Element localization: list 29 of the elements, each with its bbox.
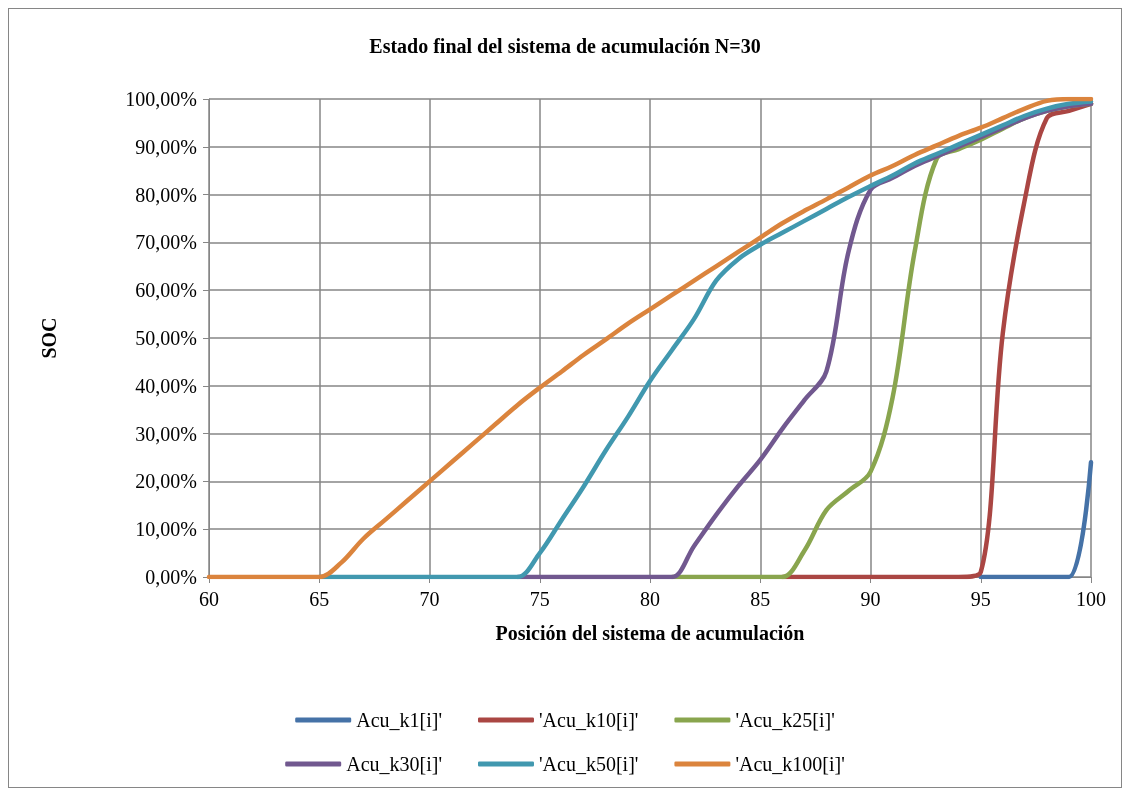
legend-label: 'Acu_k25[i]' — [735, 709, 835, 731]
x-tick-label: 85 — [750, 588, 771, 610]
y-tick-label: 20,00% — [135, 470, 197, 493]
y-tick-label: 0,00% — [145, 566, 197, 588]
legend-label: 'Acu_k50[i]' — [539, 753, 639, 775]
legend-label: Acu_k30[i]' — [346, 753, 443, 775]
y-tick-label: 90,00% — [135, 135, 197, 158]
chart-title: Estado final del sistema de acumulación N=30 — [369, 35, 761, 57]
y-tick-label: 80,00% — [135, 183, 197, 206]
y-tick-label: 50,00% — [135, 327, 197, 349]
y-tick-label: 30,00% — [135, 422, 197, 445]
x-tick-label: 90 — [860, 588, 881, 610]
y-tick-label: 70,00% — [135, 231, 197, 254]
legend-label: 'Acu_k100[i]' — [735, 753, 845, 775]
legend-label: Acu_k1[i]' — [356, 709, 443, 731]
x-tick-label: 95 — [970, 588, 991, 610]
legend-label: 'Acu_k10[i]' — [539, 709, 639, 731]
x-tick-label: 65 — [309, 588, 330, 610]
y-tick-label: 40,00% — [135, 374, 197, 397]
x-tick-label: 75 — [529, 588, 550, 610]
y-tick-label: 10,00% — [135, 518, 197, 541]
y-tick-label: 100,00% — [125, 88, 197, 110]
y-axis-title: SOC — [38, 317, 60, 359]
x-tick-label: 80 — [640, 588, 660, 610]
x-tick-label: 100 — [1076, 588, 1106, 610]
x-tick-label: 70 — [419, 588, 440, 610]
x-tick-label: 60 — [199, 588, 219, 610]
x-axis-title: Posición del sistema de acumulación — [495, 622, 805, 644]
y-tick-label: 60,00% — [135, 279, 197, 302]
